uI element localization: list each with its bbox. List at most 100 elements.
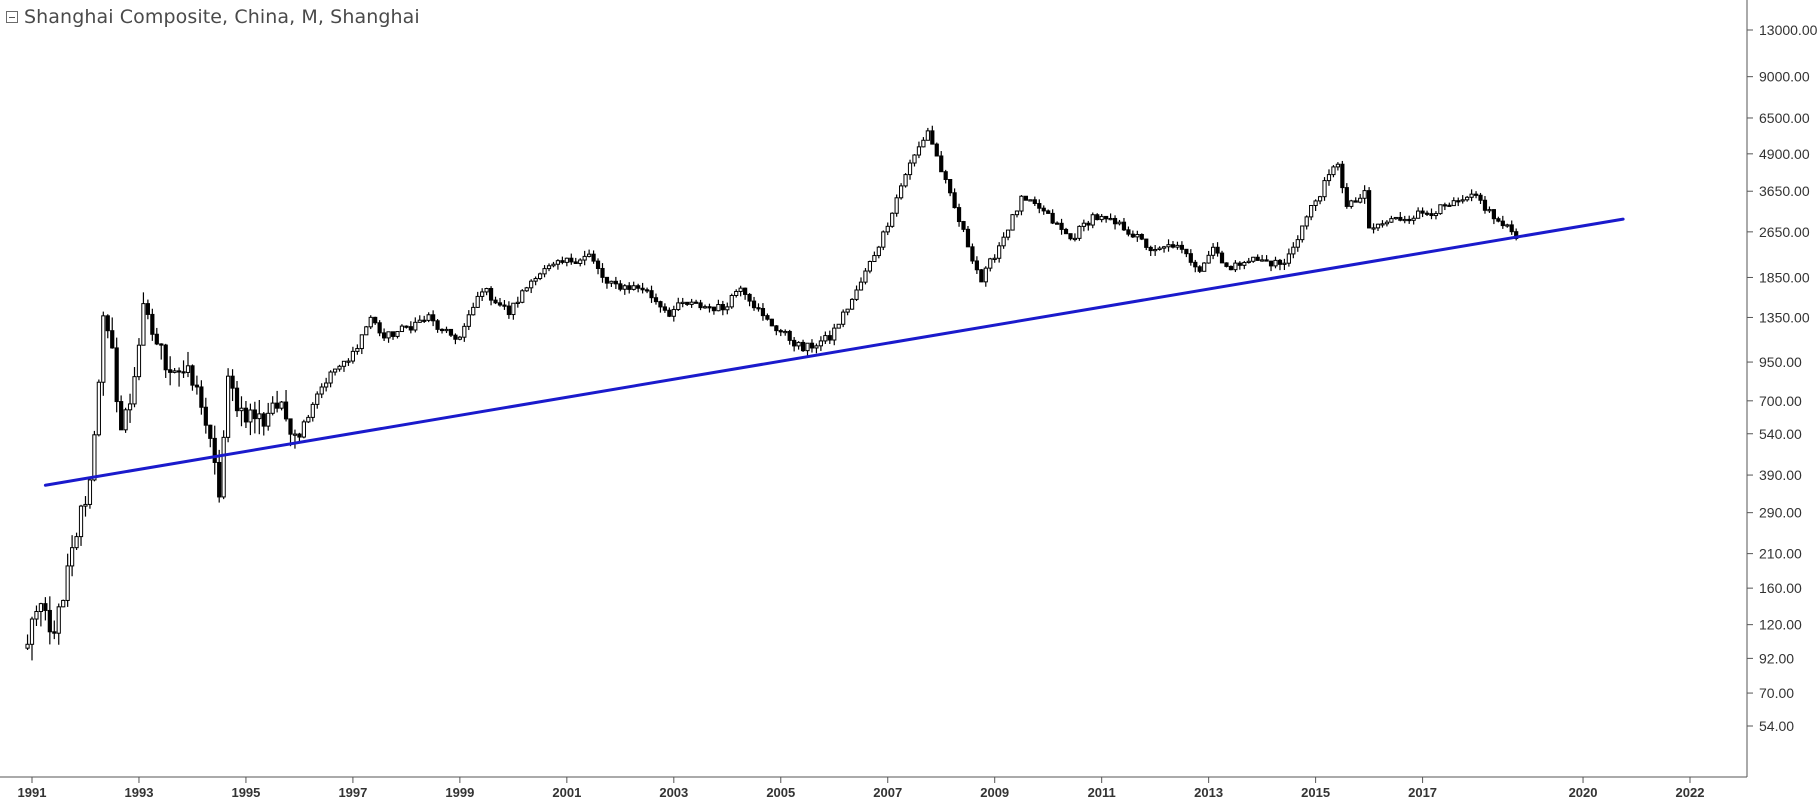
candle-body	[1224, 262, 1229, 267]
candle-body	[248, 409, 253, 423]
candle-body	[1210, 246, 1216, 256]
candle-body	[497, 302, 503, 306]
candle-body	[1037, 202, 1042, 209]
candle	[1157, 246, 1162, 251]
candle-body	[266, 412, 271, 427]
candle	[1264, 255, 1269, 262]
candle	[885, 222, 890, 236]
candle-body	[1005, 229, 1011, 238]
candle-body	[818, 340, 823, 347]
candle	[876, 245, 881, 259]
y-tick-label: 390.00	[1759, 467, 1802, 483]
candle-body	[636, 285, 641, 289]
candle	[381, 328, 387, 342]
candle-body	[1433, 213, 1439, 217]
candle	[1081, 219, 1086, 232]
candle-body	[965, 228, 971, 248]
candle-body	[662, 306, 667, 311]
candle	[818, 336, 823, 351]
candle	[29, 616, 35, 661]
candle-body	[141, 303, 146, 346]
candle	[1170, 241, 1176, 249]
candle	[849, 298, 855, 310]
y-tick-label: 92.00	[1759, 650, 1794, 666]
candle-body	[1251, 256, 1256, 262]
candle	[261, 411, 266, 436]
x-tick-label: 1997	[338, 785, 367, 799]
candle-body	[185, 365, 191, 373]
candle	[551, 261, 556, 268]
candle-body	[1416, 210, 1421, 219]
candle-body	[123, 409, 128, 431]
candle	[836, 323, 841, 329]
candle	[640, 282, 645, 294]
candle-body	[1246, 260, 1251, 264]
candle-body	[275, 402, 280, 409]
candle	[925, 127, 930, 141]
candle	[154, 327, 159, 346]
candle	[364, 325, 369, 336]
candle-body	[970, 246, 975, 262]
candle	[38, 602, 44, 627]
x-tick-label: 1995	[231, 785, 260, 799]
candle-body	[324, 382, 329, 388]
y-tick-label: 700.00	[1759, 393, 1802, 409]
candle	[609, 280, 614, 287]
candle-body	[208, 424, 213, 439]
candle-body	[96, 381, 101, 436]
candle	[408, 321, 413, 334]
candle-body	[952, 192, 957, 209]
candle	[591, 250, 596, 264]
candle-body	[823, 335, 828, 342]
candle	[1438, 204, 1443, 215]
candle-body	[1050, 212, 1055, 224]
candle	[1090, 212, 1095, 229]
support-trendline[interactable]	[43, 217, 1625, 487]
candle-body	[132, 376, 137, 405]
candle	[310, 402, 315, 422]
candle-body	[1179, 244, 1185, 250]
candle-body	[404, 325, 409, 328]
candle-body	[1496, 218, 1501, 222]
candle-body	[252, 409, 257, 420]
candle	[1126, 226, 1131, 237]
candle	[1251, 256, 1256, 263]
candle-body	[1465, 196, 1470, 201]
candle	[511, 302, 516, 320]
candle	[199, 380, 204, 415]
candle	[1095, 213, 1100, 221]
y-tick-label: 120.00	[1759, 617, 1802, 633]
candle	[65, 553, 70, 607]
candle-body	[337, 365, 342, 370]
candle-body	[760, 307, 766, 317]
candle	[288, 418, 293, 447]
candle	[404, 325, 409, 329]
candle	[123, 407, 128, 433]
candle-body	[921, 139, 926, 148]
candle-body	[1268, 260, 1274, 267]
candle-body	[1001, 236, 1006, 247]
candle-body	[1121, 221, 1127, 231]
candle-body	[693, 301, 699, 304]
candle	[716, 299, 721, 312]
candle	[506, 301, 512, 319]
candle-body	[564, 257, 569, 263]
candle	[444, 326, 449, 334]
collapse-minus-icon[interactable]	[6, 11, 18, 23]
y-tick-label: 290.00	[1759, 505, 1802, 521]
candle-body	[38, 603, 44, 613]
candle	[212, 425, 217, 475]
candle-body	[1371, 227, 1376, 230]
candle	[961, 220, 966, 233]
candle	[1175, 241, 1180, 250]
candle	[1246, 257, 1251, 264]
candle-body	[439, 328, 445, 332]
candle	[1197, 265, 1202, 274]
candle-body	[119, 401, 124, 431]
candle	[725, 302, 730, 315]
candle	[377, 320, 382, 337]
candle	[1326, 169, 1332, 186]
candle-body	[453, 334, 458, 340]
candle-body	[743, 287, 748, 295]
